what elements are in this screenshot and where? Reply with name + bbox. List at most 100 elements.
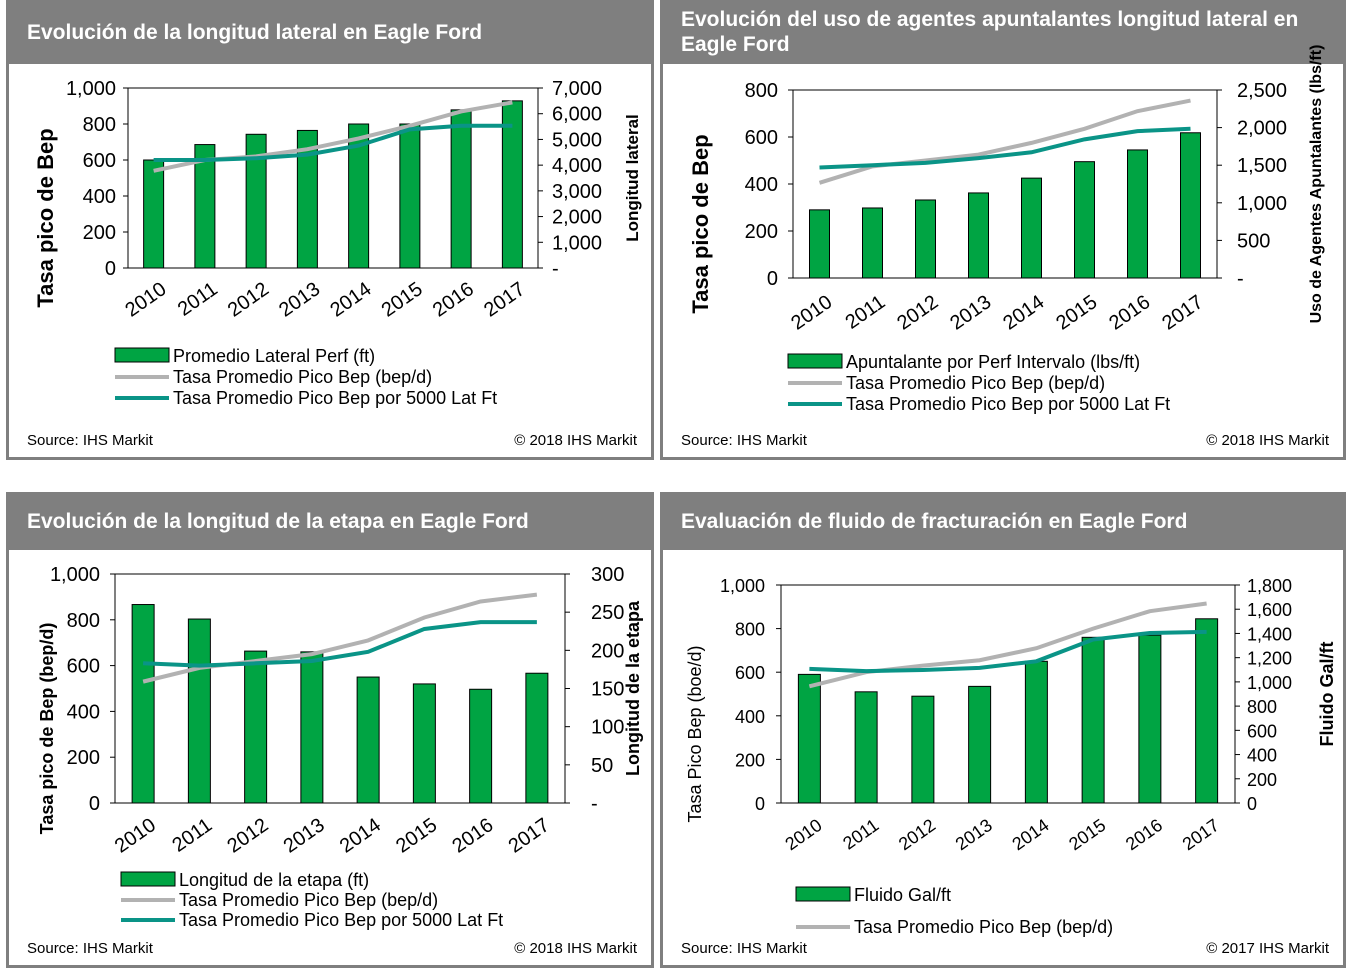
y2-axis-title: Uso de Agentes Apuntalantes (lbs/ft): [1308, 45, 1325, 324]
y2-tick-label: 5,000: [552, 129, 602, 151]
y2-tick-label: 0: [1247, 794, 1257, 814]
y-tick-label: 0: [105, 258, 116, 280]
legend-label: Tasa Promedio Pico Bep por 5000 Lat Ft: [179, 910, 503, 930]
x-tick-label: 2010: [111, 814, 160, 858]
y-tick-label: 400: [745, 174, 778, 196]
bar-2013: [296, 129, 318, 269]
y2-tick-label: 6,000: [552, 104, 602, 126]
plot-area: [114, 573, 566, 804]
bar-2012: [915, 199, 936, 279]
chart-title-text: Evolución de la longitud de la etapa en …: [27, 509, 529, 533]
legend-swatch-bar: [120, 871, 176, 887]
legend-label: Tasa Promedio Pico Bep por 5000 Lat Ft: [173, 388, 497, 408]
legend-label: Tasa Promedio Pico Bep (bep/d): [854, 917, 1113, 937]
y-tick-label: 0: [89, 793, 100, 815]
y-tick-label: 800: [83, 114, 116, 136]
y2-axis-title: Longitud de la etapa: [623, 600, 643, 776]
x-tick-label: 2010: [787, 291, 836, 335]
x-tick-label: 2017: [480, 278, 529, 322]
plot-area: [780, 584, 1236, 804]
y2-tick-label: 7,000: [552, 78, 602, 100]
copyright-note: © 2017 IHS Markit: [1206, 940, 1329, 957]
bar-2013: [968, 685, 992, 804]
x-tick-label: 2011: [168, 814, 216, 857]
x-tick-label: 2011: [174, 278, 222, 321]
x-tick-label: 2013: [946, 291, 995, 335]
y2-tick-label: -: [552, 258, 559, 280]
x-tick-label: 2015: [392, 814, 441, 858]
y-tick-label: 0: [755, 794, 765, 814]
bar-2016: [1138, 634, 1162, 804]
bar-2015: [1081, 636, 1105, 804]
y-tick-label: 800: [745, 80, 778, 102]
chart-title-text: Evolución del uso de agentes apuntalante…: [681, 8, 1299, 56]
series-line-teal: [819, 126, 1191, 170]
y-tick-label: 200: [67, 747, 100, 769]
y2-tick-label: 1,200: [1247, 649, 1292, 669]
source-note: Source: IHS Markit: [681, 940, 807, 957]
y-tick-label: 600: [745, 127, 778, 149]
chart-panel-lateral: Evolución de la longitud lateral en Eagl…: [6, 0, 654, 460]
legend-label: Tasa Promedio Pico Bep por 5000 Lat Ft: [846, 394, 1170, 414]
chart-svg: 0 200 400 600 800 - 500 1,000 1,500 2,000 2,500 Tas…: [688, 45, 1325, 414]
y2-tick-label: 1,000: [1247, 673, 1292, 693]
bar-2010: [131, 604, 155, 804]
y2-tick-label: 200: [591, 640, 624, 662]
x-tick-label: 2013: [275, 278, 324, 322]
x-tick-label: 2015: [378, 278, 427, 322]
y-tick-label: 1,000: [66, 78, 116, 100]
x-tick-label: 2014: [999, 291, 1048, 335]
x-tick-label: 2014: [1008, 815, 1052, 854]
y2-tick-label: 3,000: [552, 181, 602, 203]
bar-2014: [1024, 660, 1048, 804]
y-tick-label: 800: [735, 620, 765, 640]
x-tick-label: 2012: [895, 815, 939, 854]
chart-title: Evolución del uso de agentes apuntalante…: [663, 0, 1343, 64]
y-tick-label: 200: [735, 750, 765, 770]
bar-2012: [911, 695, 935, 804]
y2-axis-title: Fluido Gal/ft: [1317, 642, 1337, 747]
chart-title-text: Evaluación de fluido de fracturación en …: [681, 509, 1188, 533]
chart-title-text: Evolución de la longitud lateral en Eagl…: [27, 20, 483, 44]
bar-2017: [501, 100, 523, 269]
x-tick-label: 2012: [224, 278, 273, 322]
x-tick-label: 2015: [1052, 291, 1101, 335]
bar-2014: [356, 676, 380, 804]
y-tick-label: 1,000: [720, 576, 765, 596]
y2-tick-label: 50: [591, 755, 613, 777]
bar-2015: [1074, 161, 1095, 279]
chart-panel-proppant: Evolución del uso de agentes apuntalante…: [660, 0, 1346, 460]
y-axis-title: Tasa pico de Bep (bep/d): [37, 623, 57, 835]
legend-label: Promedio Lateral Perf (ft): [173, 346, 375, 366]
y2-tick-label: 150: [591, 679, 624, 701]
bar-2017: [525, 672, 549, 804]
y-tick-label: 200: [745, 221, 778, 243]
y2-tick-label: 2,000: [1237, 118, 1287, 140]
legend-label: Tasa Promedio Pico Bep (bep/d): [846, 373, 1105, 393]
y2-tick-label: 400: [1247, 746, 1277, 766]
y2-tick-label: 1,000: [1237, 193, 1287, 215]
y-tick-label: 600: [67, 656, 100, 678]
x-tick-label: 2017: [1179, 815, 1223, 854]
y2-tick-label: 4,000: [552, 155, 602, 177]
series-line-teal: [143, 620, 537, 668]
y2-tick-label: 2,500: [1237, 80, 1287, 102]
chart-svg: 0 200 400 600 800 1,000 - 50 100 150 200 250 300 Tasa…: [37, 564, 643, 930]
series-line-teal: [153, 123, 513, 162]
y-tick-label: 600: [83, 150, 116, 172]
y2-tick-label: 1,800: [1247, 576, 1292, 596]
bar-2012: [244, 650, 268, 804]
legend-label: Fluido Gal/ft: [854, 885, 951, 905]
bar-2015: [412, 683, 436, 804]
y-tick-label: 400: [83, 186, 116, 208]
source-note: Source: IHS Markit: [27, 940, 153, 957]
y2-tick-label: 1,500: [1237, 155, 1287, 177]
chart-svg: 0 200 400 600 800 1,000 0 200 400 600 800 1,000 1,20…: [685, 576, 1337, 937]
bar-2017: [1180, 132, 1201, 279]
bar-2015: [399, 123, 421, 269]
x-tick-label: 2013: [280, 814, 329, 858]
x-tick-label: 2017: [505, 814, 554, 858]
x-tick-label: 2010: [121, 278, 170, 322]
y2-tick-label: 1,600: [1247, 600, 1292, 620]
bar-2011: [854, 691, 878, 804]
